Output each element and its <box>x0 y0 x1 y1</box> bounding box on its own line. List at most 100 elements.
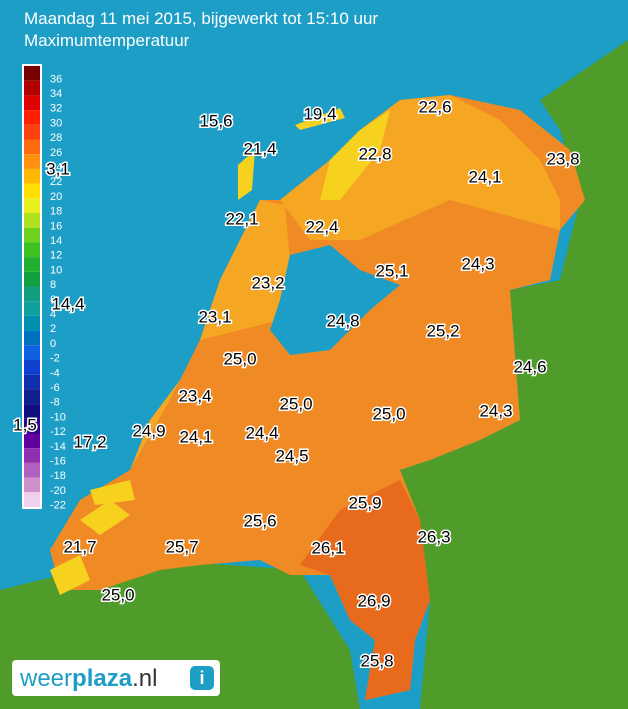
legend-tick-label: 34 <box>50 88 62 100</box>
station-value: 3,1 <box>46 159 70 178</box>
legend-swatch <box>24 301 40 316</box>
legend-swatch <box>24 345 40 360</box>
legend-tick-label: 20 <box>50 191 62 203</box>
legend-swatch <box>24 404 40 419</box>
station-value: 24,4 <box>245 423 278 442</box>
legend-swatch <box>24 374 40 390</box>
legend-swatch <box>24 271 40 287</box>
warm-zone-west <box>130 200 290 470</box>
logo: weerplaza.nl i <box>12 660 220 696</box>
logo-box <box>12 660 220 696</box>
legend-tick-label: 2 <box>50 323 56 335</box>
legend-tick-label: -18 <box>50 470 66 482</box>
legend-swatch <box>24 154 40 169</box>
station-value: 25,0 <box>101 585 134 604</box>
station-value: 22,8 <box>358 144 391 163</box>
title: Maandag 11 mei 2015, bijgewerkt tot 15:1… <box>24 9 378 28</box>
station-value: 25,8 <box>360 651 393 670</box>
station-value: 24,1 <box>468 167 501 186</box>
station-value: 17,2 <box>73 432 106 451</box>
legend-tick-label: 8 <box>50 279 56 291</box>
legend-swatch <box>24 110 40 125</box>
legend-tick-label: 10 <box>50 264 62 276</box>
station-value: 25,7 <box>165 537 198 556</box>
legend-tick-label: 16 <box>50 220 62 232</box>
station-value: 15,6 <box>199 111 232 130</box>
station-value: 24,5 <box>275 446 308 465</box>
station-value: 25,0 <box>372 404 405 423</box>
legend-swatch <box>24 418 40 434</box>
legend-tick-label: 0 <box>50 338 56 350</box>
station-value: 25,0 <box>279 394 312 413</box>
netherlands <box>50 95 585 700</box>
logo-icon-text: i <box>199 668 204 688</box>
logo-icon <box>190 666 214 690</box>
legend-swatch <box>24 315 40 331</box>
station-value: 26,1 <box>311 538 344 557</box>
legend-tick-label: -10 <box>50 411 66 423</box>
station-value: 24,6 <box>513 357 546 376</box>
logo-part: .nl <box>132 665 157 692</box>
legend-tick-label: 14 <box>50 235 62 247</box>
legend-swatch <box>24 95 40 111</box>
legend-tick-label: -20 <box>50 485 66 497</box>
legend-swatch <box>24 66 40 81</box>
legend-tick-label: -4 <box>50 367 60 379</box>
station-value: 24,8 <box>326 311 359 330</box>
land <box>0 40 628 709</box>
station-value: 26,9 <box>357 591 390 610</box>
legend-swatch <box>24 124 40 140</box>
legend-tick-label: -16 <box>50 455 66 467</box>
station-value: 23,4 <box>178 386 211 405</box>
station-value: 22,4 <box>305 217 338 236</box>
island <box>238 150 255 200</box>
legend-tick-label: -8 <box>50 397 60 409</box>
legend-swatch <box>24 389 40 405</box>
station-value: 1,5 <box>13 415 37 434</box>
logo-text: weerplaza.nl <box>19 665 157 692</box>
station-value: 14,4 <box>51 294 84 313</box>
legend-swatch <box>24 242 40 258</box>
hot-zone-south <box>300 480 430 700</box>
station-value: 21,7 <box>63 537 96 556</box>
legend-swatch <box>24 492 40 507</box>
stations: 15,6 19,4 22,6 21,4 22,8 23,8 3,1 24,1 22,1 22,4 2… <box>12 96 581 672</box>
zeeland-islands <box>50 480 135 595</box>
station-value: 21,4 <box>243 139 276 158</box>
station-value: 24,3 <box>461 254 494 273</box>
station-value: 24,1 <box>179 427 212 446</box>
legend-swatch <box>24 183 40 199</box>
legend-swatch <box>24 80 40 96</box>
legend-tick-label: 28 <box>50 132 62 144</box>
station-value: 24,9 <box>132 421 165 440</box>
station-value: 23,1 <box>198 307 231 326</box>
legend-swatch <box>24 213 40 228</box>
legend-tick-label: 32 <box>50 103 62 115</box>
station-value: 23,8 <box>546 149 579 168</box>
legend-tick-label: 6 <box>50 294 56 306</box>
station-value: 25,6 <box>243 511 276 530</box>
legend-tick-label: -22 <box>50 500 66 512</box>
legend-swatch <box>24 139 40 155</box>
legend-tick-label: -6 <box>50 382 60 394</box>
legend-tick-label: -2 <box>50 353 60 365</box>
logo-part: plaza <box>72 665 133 692</box>
warm-zone-north <box>280 95 560 240</box>
legend-swatch <box>24 198 40 213</box>
legend-tick-label: 12 <box>50 250 62 262</box>
station-value: 22,1 <box>225 209 258 228</box>
legend-swatch <box>24 462 40 478</box>
legend-tick-label: 22 <box>50 176 62 188</box>
ijsselmeer <box>270 245 400 355</box>
legend-swatch <box>24 448 40 463</box>
legend-tick-label: 26 <box>50 147 62 159</box>
legend-tick-label: 18 <box>50 206 62 218</box>
station-value: 25,1 <box>375 261 408 280</box>
color-legend: 363432302826242220181614121086420-2-4-6-… <box>22 64 66 512</box>
legend-tick-label: 24 <box>50 161 62 173</box>
legend-swatch <box>24 433 40 449</box>
legend-tick-label: -12 <box>50 426 66 438</box>
station-value: 22,6 <box>418 97 451 116</box>
station-value: 24,3 <box>479 401 512 420</box>
